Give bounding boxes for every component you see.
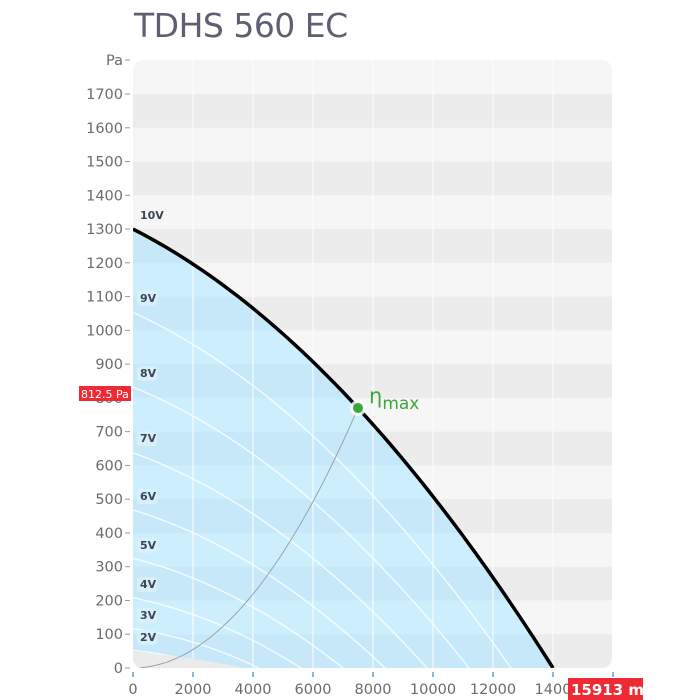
curve-9v [133,311,512,668]
y-tick-label: 900 [95,357,123,373]
x-tick-label: 2000 [175,682,212,698]
voltage-labels: 10V 9V 8V 7V 6V 5V 4V 3V 2V [137,209,164,645]
curve-7v [133,452,428,668]
label-10v: 10V [140,209,164,222]
x-tick-label: 6000 [295,682,332,698]
x-tick-label: 8000 [355,682,392,698]
y-tick-label: 200 [95,593,123,609]
svg-text:7V: 7V [140,432,157,445]
y-tick-label: Pa [106,53,123,69]
svg-text:9V: 9V [140,292,157,305]
x-tick-label: 10000 [410,682,456,698]
y-tick-label: 1300 [86,222,123,238]
x-value-marker: 15913 m³/ [568,678,657,700]
label-9v: 9V [137,291,157,306]
x-marker-label: 15913 m³/ [571,681,657,699]
eta-max-point[interactable] [353,403,363,414]
y-tick-label: 600 [95,458,123,474]
y-marker-label: 812.5 Pa [81,388,129,401]
label-6v: 6V [137,489,157,504]
y-tick-label: 500 [95,492,123,508]
svg-text:8V: 8V [140,367,157,380]
svg-text:2V: 2V [140,631,157,644]
curve-10v [133,227,555,668]
eta-max-label: ηmax [369,384,419,414]
curve-8v [133,386,470,668]
eta-max-marker[interactable]: ηmax [350,384,419,417]
y-tick-label: 1100 [86,290,123,306]
x-tick-label: 1400 [535,682,572,698]
label-4v: 4V [137,577,157,592]
label-3v: 3V [137,608,157,623]
label-5v: 5V [137,538,157,553]
y-tick-label: 1500 [86,155,123,171]
svg-text:10V: 10V [140,209,164,222]
svg-text:5V: 5V [140,539,157,552]
y-tick-label: 1400 [86,188,123,204]
y-tick-label: 300 [95,560,123,576]
label-2v: 2V [137,630,157,645]
y-axis: 0100200300400500600700800900100011001200… [86,53,130,677]
curve-4v [133,597,302,668]
y-tick-label: 0 [114,661,123,677]
y-tick-label: 700 [95,425,123,441]
y-tick-label: 1700 [86,87,123,103]
y-tick-label: 1600 [86,121,123,137]
x-tick-label: 4000 [235,682,272,698]
vertical-gridlines [192,60,554,668]
curve-6v [133,509,386,668]
x-axis: 0 2000 4000 6000 8000 10000 12000 1400 [128,672,614,698]
y-tick-label: 1000 [86,323,123,339]
curve-5v [133,557,344,668]
y-tick-label: 100 [95,627,123,643]
label-8v: 8V [137,366,157,381]
y-tick-label: 1200 [86,256,123,272]
svg-text:3V: 3V [140,609,157,622]
svg-text:4V: 4V [140,578,157,591]
chart-title: TDHS 560 EC [134,6,348,45]
y-value-marker: 812.5 Pa [79,386,131,401]
svg-text:6V: 6V [140,490,157,503]
x-tick-label: 0 [128,682,137,698]
label-7v: 7V [137,431,157,446]
y-tick-label: 400 [95,526,123,542]
x-tick-label: 12000 [470,682,516,698]
efficiency-curve [133,407,359,668]
